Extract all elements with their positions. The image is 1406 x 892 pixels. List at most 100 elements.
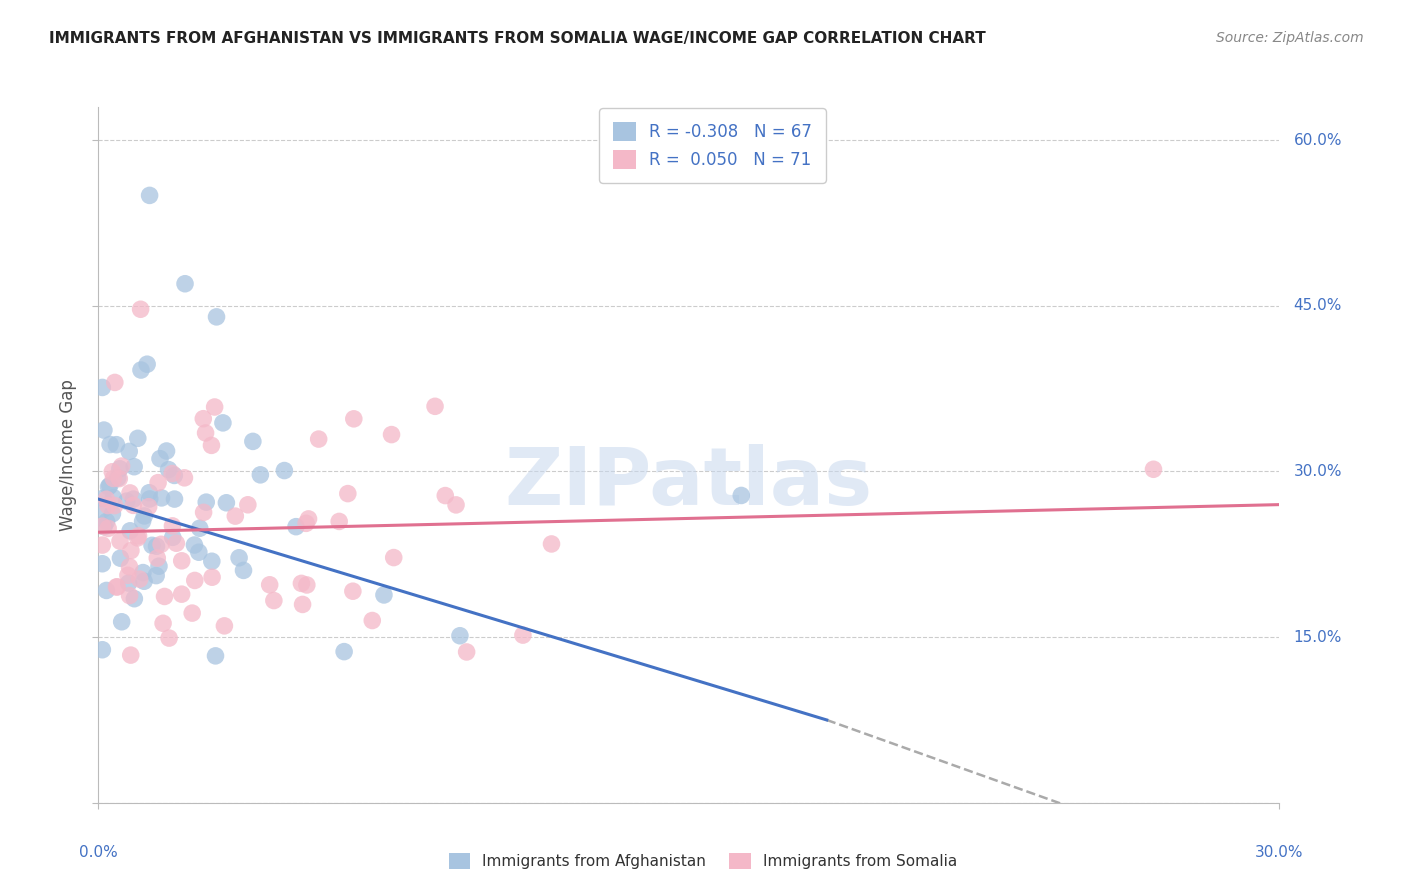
Point	[333, 645, 356, 659]
Text: IMMIGRANTS FROM AFGHANISTAN VS IMMIGRANTS FROM SOMALIA WAGE/INCOME GAP CORRELATI: IMMIGRANTS FROM AFGHANISTAN VS IMMIGRANT…	[49, 31, 986, 46]
Point	[148, 559, 170, 574]
Point	[361, 614, 384, 628]
Point	[98, 478, 121, 492]
Point	[170, 587, 193, 601]
Point	[540, 537, 562, 551]
Point	[91, 503, 114, 517]
Point	[138, 188, 160, 202]
Text: 15.0%: 15.0%	[1294, 630, 1341, 645]
Point	[118, 486, 141, 500]
Point	[108, 534, 131, 549]
Point	[160, 467, 183, 481]
Point	[120, 648, 142, 662]
Point	[97, 521, 120, 535]
Point	[295, 578, 318, 592]
Point	[308, 432, 330, 446]
Point	[170, 554, 193, 568]
Point	[134, 508, 156, 523]
Point	[291, 598, 314, 612]
Point	[132, 574, 155, 589]
Point	[138, 500, 160, 514]
Point	[195, 495, 218, 509]
Point	[91, 519, 114, 533]
Point	[232, 563, 254, 577]
Point	[107, 471, 129, 485]
Point	[290, 576, 312, 591]
Point	[104, 499, 127, 513]
Point	[204, 648, 226, 663]
Point	[141, 538, 163, 552]
Point	[118, 589, 141, 603]
Text: 60.0%: 60.0%	[1294, 133, 1343, 148]
Point	[124, 591, 146, 606]
Point	[146, 475, 169, 490]
Point	[91, 538, 114, 552]
Point	[98, 437, 121, 451]
Point	[212, 416, 235, 430]
Text: 30.0%: 30.0%	[1294, 464, 1343, 479]
Point	[118, 559, 141, 574]
Point	[173, 471, 195, 485]
Point	[184, 574, 207, 588]
Point	[136, 357, 159, 371]
Point	[163, 492, 186, 507]
Point	[259, 578, 281, 592]
Point	[127, 431, 149, 445]
Point	[157, 462, 180, 476]
Legend: R = -0.308   N = 67, R =  0.050   N = 71: R = -0.308 N = 67, R = 0.050 N = 71	[599, 109, 825, 183]
Point	[103, 471, 125, 485]
Point	[449, 629, 471, 643]
Point	[96, 583, 118, 598]
Point	[104, 376, 127, 390]
Point	[249, 467, 271, 482]
Point	[155, 444, 177, 458]
Point	[434, 489, 457, 503]
Point	[115, 494, 138, 508]
Point	[423, 400, 446, 414]
Point	[181, 606, 204, 620]
Point	[146, 551, 169, 566]
Point	[150, 537, 173, 551]
Point	[194, 425, 217, 440]
Point	[103, 491, 125, 505]
Point	[110, 551, 132, 566]
Point	[138, 491, 160, 506]
Legend: Immigrants from Afghanistan, Immigrants from Somalia: Immigrants from Afghanistan, Immigrants …	[443, 847, 963, 875]
Point	[295, 516, 318, 531]
Point	[153, 590, 176, 604]
Point	[105, 438, 128, 452]
Point	[193, 505, 215, 519]
Point	[328, 515, 350, 529]
Point	[145, 539, 167, 553]
Point	[117, 568, 139, 582]
Point	[373, 588, 395, 602]
Point	[297, 512, 319, 526]
Point	[193, 411, 215, 425]
Point	[162, 519, 184, 533]
Point	[96, 515, 118, 529]
Point	[188, 521, 211, 535]
Point	[163, 468, 186, 483]
Text: 0.0%: 0.0%	[79, 845, 118, 860]
Point	[444, 498, 467, 512]
Point	[101, 507, 124, 521]
Point	[342, 584, 364, 599]
Point	[93, 519, 115, 533]
Point	[215, 496, 238, 510]
Point	[96, 492, 118, 507]
Point	[138, 485, 160, 500]
Point	[157, 631, 180, 645]
Point	[236, 498, 259, 512]
Point	[456, 645, 478, 659]
Point	[382, 550, 405, 565]
Point	[132, 566, 155, 580]
Point	[91, 557, 114, 571]
Point	[336, 486, 359, 500]
Point	[129, 302, 152, 317]
Point	[129, 363, 152, 377]
Point	[108, 462, 131, 476]
Point	[343, 412, 366, 426]
Point	[200, 438, 222, 452]
Point	[122, 499, 145, 513]
Point	[205, 310, 228, 324]
